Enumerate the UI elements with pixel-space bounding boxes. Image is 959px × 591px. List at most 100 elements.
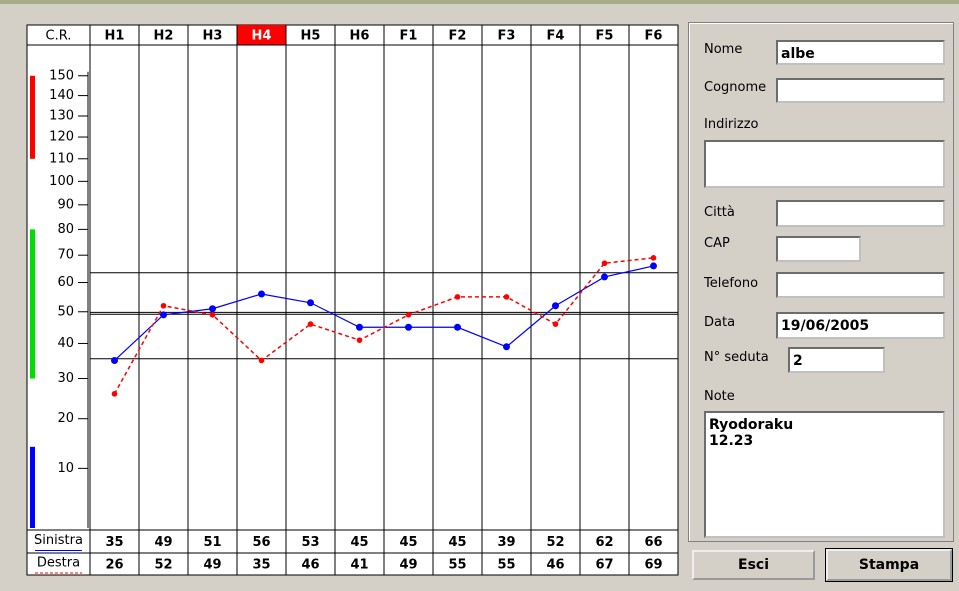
data-point <box>454 323 461 331</box>
button[interactable]: Esci <box>692 550 815 580</box>
data-point <box>601 273 608 281</box>
text-input[interactable] <box>776 200 945 227</box>
column-header: F6 <box>645 29 663 44</box>
form-panel <box>688 22 954 542</box>
field-label: Indirizzo <box>704 117 759 132</box>
y-tick-label: 150 <box>49 68 74 83</box>
legend-label: Sinistra <box>34 533 83 548</box>
y-tick-label: 140 <box>49 88 74 103</box>
data-point <box>307 299 314 307</box>
value-cell: 45 <box>350 535 368 550</box>
button[interactable]: Stampa <box>825 548 953 582</box>
column-header: H5 <box>301 29 321 44</box>
value-cell: 53 <box>301 535 319 550</box>
value-cell: 46 <box>546 558 564 573</box>
data-point <box>503 343 510 351</box>
value-cell: 49 <box>399 558 417 573</box>
field-label: Note <box>704 389 735 404</box>
text-input[interactable] <box>776 78 945 103</box>
data-point <box>160 302 167 309</box>
y-tick-label: 90 <box>57 197 74 212</box>
y-tick-label: 100 <box>49 174 74 189</box>
value-cell: 49 <box>203 558 221 573</box>
data-point <box>356 337 363 343</box>
value-cell: 52 <box>546 535 564 550</box>
y-tick-label: 130 <box>49 108 74 123</box>
text-input[interactable]: 19/06/2005 <box>776 312 945 339</box>
value-cell: 41 <box>350 558 368 573</box>
text-input[interactable]: albe <box>776 40 945 65</box>
series-line <box>113 257 654 395</box>
value-cell: 35 <box>105 535 123 550</box>
y-tick-label: 20 <box>57 411 74 426</box>
value-cell: 62 <box>595 535 613 550</box>
data-point <box>209 312 216 318</box>
y-tick-label: 10 <box>57 461 74 476</box>
y-tick-label: 30 <box>57 371 74 386</box>
data-point <box>552 302 559 310</box>
column-header: F5 <box>596 29 614 44</box>
column-header: F1 <box>400 29 418 44</box>
column-header: F4 <box>547 29 565 44</box>
range-band <box>30 446 35 528</box>
axis-label: C.R. <box>46 29 72 44</box>
chart-background <box>26 24 679 576</box>
y-tick-label: 60 <box>57 275 74 290</box>
field-label: CAP <box>704 236 730 251</box>
field-label: N° seduta <box>704 350 769 365</box>
range-band <box>30 75 35 159</box>
value-cell: 66 <box>644 535 662 550</box>
legend-label: Destra <box>37 556 80 571</box>
data-point <box>650 255 657 261</box>
data-point <box>209 305 216 313</box>
text-input[interactable] <box>776 272 945 298</box>
column-header: H6 <box>350 29 370 44</box>
field-label: Nome <box>704 42 743 57</box>
data-point <box>454 294 461 300</box>
field-label: Città <box>704 205 735 220</box>
data-point <box>258 290 265 298</box>
value-cell: 46 <box>301 558 319 573</box>
field-label: Cognome <box>704 80 767 95</box>
column-header: H2 <box>154 29 174 44</box>
value-cell: 56 <box>252 535 270 550</box>
column-header: H1 <box>105 29 125 44</box>
value-cell: 69 <box>644 558 662 573</box>
data-point <box>552 321 559 327</box>
value-cell: 55 <box>497 558 515 573</box>
data-point <box>160 311 167 319</box>
y-tick-label: 120 <box>49 130 74 145</box>
field-label: Telefono <box>704 276 759 291</box>
column-header: F2 <box>449 29 467 44</box>
y-tick-label: 50 <box>57 304 74 319</box>
value-cell: 52 <box>154 558 172 573</box>
column-header: F3 <box>498 29 516 44</box>
value-cell: 49 <box>154 535 172 550</box>
range-band <box>30 229 35 379</box>
data-point <box>258 357 265 364</box>
text-input[interactable] <box>776 236 861 262</box>
y-tick-label: 70 <box>57 248 74 263</box>
value-cell: 39 <box>497 535 515 550</box>
data-point <box>111 391 118 397</box>
value-cell: 55 <box>448 558 466 573</box>
data-point <box>650 262 657 270</box>
field-label: Data <box>704 315 736 330</box>
data-point <box>405 323 412 331</box>
value-cell: 35 <box>252 558 270 573</box>
text-input[interactable]: Ryodoraku 12.23 <box>704 411 945 538</box>
data-point <box>111 356 118 364</box>
text-input[interactable]: 2 <box>788 347 885 373</box>
value-cell: 45 <box>399 535 417 550</box>
chart: C.R. 10 20 30 40 50 60 70 80 90 100 110 120 130 140 150… <box>26 24 679 576</box>
text-input[interactable] <box>704 140 945 188</box>
data-point <box>307 321 314 327</box>
y-tick-label: 40 <box>57 336 74 351</box>
value-cell: 51 <box>203 535 221 550</box>
value-cell: 67 <box>595 558 613 573</box>
value-cell: 26 <box>105 558 123 573</box>
y-tick-label: 110 <box>49 151 74 166</box>
column-header: H3 <box>203 29 223 44</box>
